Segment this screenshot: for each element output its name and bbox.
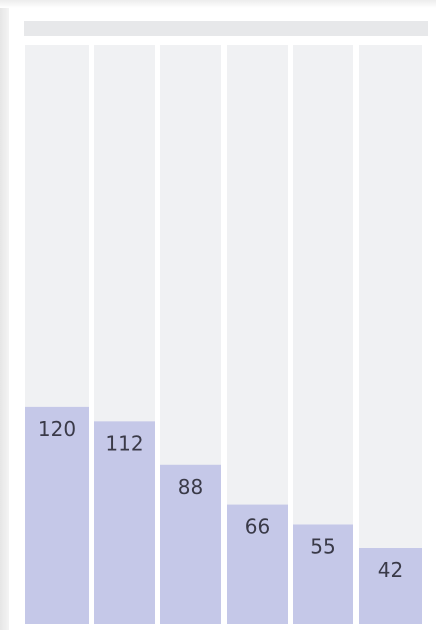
bar-data-label: 112 (105, 431, 143, 455)
page-left-shadow (0, 0, 9, 630)
page-top-shadow (0, 0, 436, 8)
bar-data-label: 120 (38, 417, 76, 441)
bars (25, 406, 422, 624)
bar (94, 421, 155, 624)
bar-data-label: 55 (310, 534, 335, 558)
bar (227, 504, 288, 624)
bar-track (359, 45, 422, 624)
bar (359, 548, 422, 624)
bar-labels: 120 112 88 66 55 42 (38, 417, 403, 582)
bar (160, 464, 221, 624)
bar-data-label: 88 (178, 475, 203, 499)
bar (25, 406, 89, 624)
header-strip (24, 21, 428, 36)
bar-data-label: 66 (245, 515, 270, 539)
bar-data-label: 42 (378, 558, 403, 582)
bar (293, 524, 353, 624)
